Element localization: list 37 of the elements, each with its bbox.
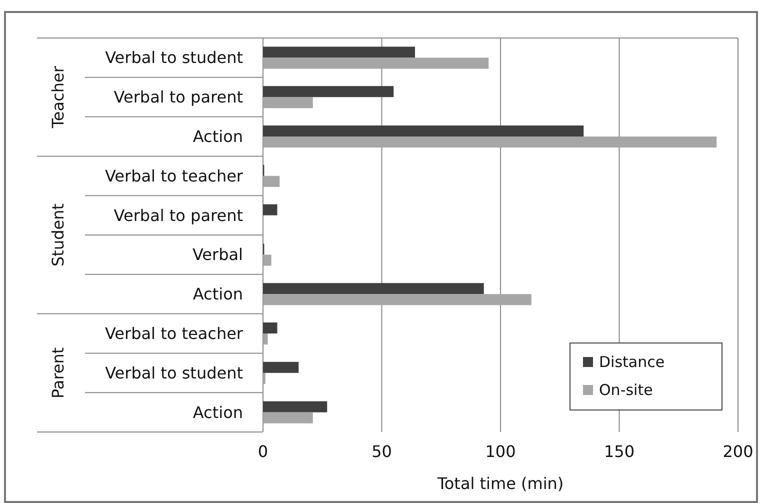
y-tick-label: Verbal to parent — [114, 88, 243, 107]
bar — [263, 86, 394, 98]
text: Teacher — [48, 66, 68, 130]
bar — [263, 362, 299, 373]
y-tick-label: Verbal to parent — [114, 206, 243, 225]
bar — [263, 334, 268, 345]
y-tick-label: Verbal to teacher — [104, 324, 244, 343]
bar — [263, 283, 484, 294]
y-tick-label: Verbal — [192, 245, 243, 264]
bar — [263, 125, 584, 136]
x-tick-label: 200 — [722, 442, 754, 461]
y-tick-label: Action — [192, 127, 243, 146]
y-tick-label: Verbal to student — [105, 363, 243, 382]
legend-label: On-site — [599, 381, 653, 399]
legend-label: Distance — [599, 353, 665, 371]
bar — [263, 204, 278, 216]
bar — [263, 401, 328, 412]
y-tick-label: Action — [192, 402, 243, 422]
bar — [263, 58, 489, 69]
y-tick-label: Verbal to student — [105, 48, 243, 68]
bar — [263, 322, 278, 334]
y-tick-label: Verbal to teacher — [104, 166, 244, 186]
bar — [263, 136, 717, 148]
text: Parent — [48, 347, 68, 399]
x-tick-label: 100 — [485, 442, 516, 461]
x-tick-label: 0 — [258, 442, 268, 461]
bar — [263, 412, 313, 424]
bar — [263, 46, 415, 58]
bar — [263, 294, 532, 306]
x-axis-title: Total time (min) — [436, 474, 564, 493]
text: Student — [48, 204, 68, 266]
bar — [263, 97, 313, 108]
x-tick-label: 150 — [604, 442, 635, 461]
x-tick-label: 50 — [372, 442, 392, 461]
y-tick-label: Action — [192, 284, 243, 304]
bar — [263, 254, 272, 266]
bar — [263, 176, 280, 187]
